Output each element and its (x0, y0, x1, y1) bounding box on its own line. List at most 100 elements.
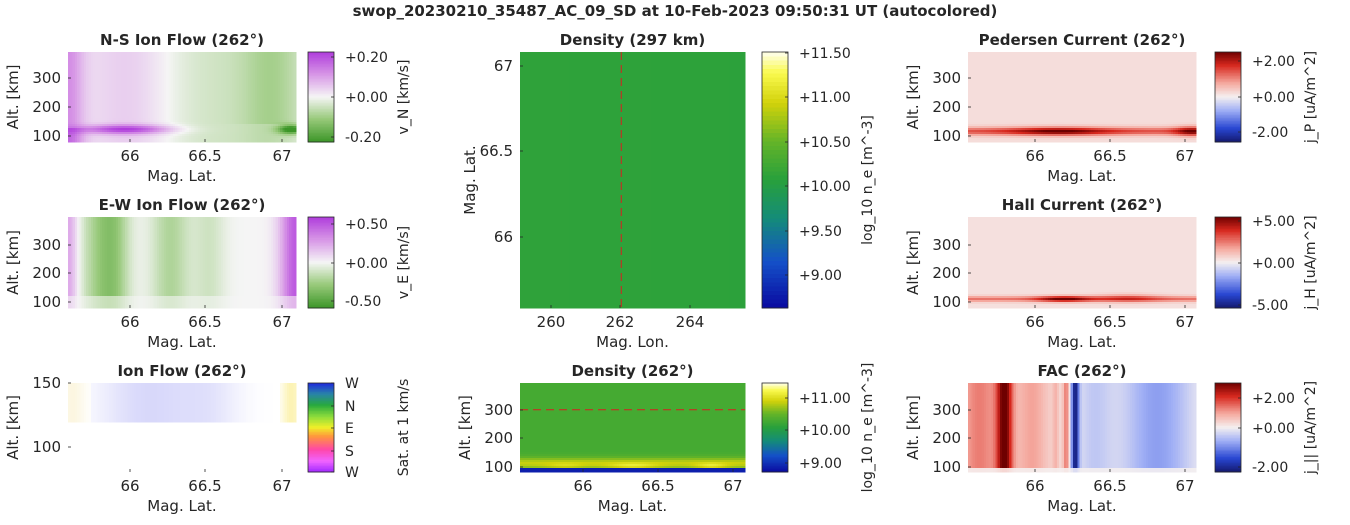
density-map-colorbar-tick: +9.50 (799, 224, 842, 240)
ns-ion-flow-ylabel: Alt. [km] (4, 65, 22, 130)
ew-ion-flow-xtick: 66 (120, 313, 139, 331)
density-map-colorbar-tick: +10.00 (799, 179, 851, 195)
hall-current-title: Hall Current (262°) (1002, 196, 1162, 214)
density-profile-heatmap (520, 383, 746, 473)
ns-ion-flow-xtick: 67 (272, 147, 291, 165)
pedersen-current-xtick: 67 (1175, 147, 1194, 165)
pedersen-current-title: Pedersen Current (262°) (979, 31, 1186, 49)
ns-ion-flow-colorbar-tick: +0.00 (345, 90, 388, 106)
density-profile-panel: Density (262°) 66 66.5 67 Mag. Lat. 100 200 300… (456, 362, 876, 515)
fac-colorbar: +2.00 +0.00 -2.00 j_|| [uA/m^2] (1214, 381, 1319, 476)
density-profile-ylabel: Alt. [km] (456, 395, 474, 460)
ion-flow-xtick: 66.5 (188, 477, 221, 495)
ns-ion-flow-xtick: 66.5 (188, 147, 221, 165)
ns-ion-flow-colorbar-tick: -0.20 (345, 130, 381, 146)
fac-title: FAC (262°) (1038, 362, 1127, 380)
pedersen-current-colorbar-tick: +0.00 (1252, 90, 1295, 106)
density-map-ylabel: Mag. Lat. (461, 145, 479, 214)
ns-ion-flow-xtick: 66 (120, 147, 139, 165)
ew-ion-flow-xtick: 67 (272, 313, 291, 331)
density-map-colorbar-tick: +11.50 (799, 46, 851, 62)
ion-flow-colorbar-tick: N (345, 399, 355, 415)
density-map-colorbar-label: log_10 n_e [m^-3] (860, 115, 876, 245)
density-profile-ytick: 100 (484, 458, 513, 476)
hall-current-ytick: 200 (932, 264, 961, 282)
density-map-colorbar-tick: +10.50 (799, 135, 851, 151)
ion-flow-panel: Ion Flow (262°) 66 66.5 67 Mag. Lat. 100 150 Al… (4, 362, 412, 515)
density-map-xtick: 264 (676, 313, 705, 331)
hall-current-panel: Hall Current (262°) 66 66.5 67 Mag. Lat. 100 2… (904, 196, 1319, 351)
fac-ytick: 100 (932, 458, 961, 476)
density-profile-xtick: 66.5 (641, 477, 674, 495)
ns-ion-flow-xlabel: Mag. Lat. (147, 167, 216, 185)
fac-panel: FAC (262°) 66 66.5 67 Mag. Lat. 100 200 300 Alt.… (904, 362, 1319, 515)
hall-current-colorbar: +5.00 +0.00 -5.00 j_H [uA/m^2] (1214, 214, 1319, 314)
fac-xtick: 67 (1175, 477, 1194, 495)
ion-flow-xlabel: Mag. Lat. (147, 497, 216, 515)
density-map-xlabel: Mag. Lon. (596, 333, 669, 351)
hall-current-colorbar-label: j_H [uA/m^2] (1303, 215, 1319, 310)
pedersen-current-ylabel: Alt. [km] (904, 65, 922, 130)
pedersen-current-heatmap (968, 52, 1197, 143)
ion-flow-colorbar-tick: S (345, 444, 354, 460)
ew-ion-flow-panel: E-W Ion Flow (262°) 66 66.5 67 Mag. Lat. 100 2… (4, 196, 412, 351)
hall-current-colorbar-tick: +5.00 (1252, 214, 1295, 230)
hall-current-colorbar-tick: +0.00 (1252, 256, 1295, 272)
fac-xtick: 66 (1025, 477, 1044, 495)
hall-current-xtick: 66.5 (1093, 313, 1126, 331)
density-map-heatmap (520, 52, 746, 309)
ew-ion-flow-colorbar: +0.50 +0.00 -0.50 v_E [km/s] (307, 216, 412, 310)
fac-ytick: 300 (932, 401, 961, 419)
ew-ion-flow-colorbar-tick: -0.50 (345, 294, 381, 310)
fac-ylabel: Alt. [km] (904, 395, 922, 460)
ion-flow-heatmap (68, 383, 297, 473)
pedersen-current-xlabel: Mag. Lat. (1047, 167, 1116, 185)
hall-current-xlabel: Mag. Lat. (1047, 333, 1116, 351)
pedersen-current-ytick: 200 (932, 98, 961, 116)
density-profile-colorbar-label: log_10 n_e [m^-3] (860, 363, 876, 493)
ns-ion-flow-ytick: 300 (32, 69, 61, 87)
density-profile-xtick: 66 (573, 477, 592, 495)
figure-title: swop_20230210_35487_AC_09_SD at 10-Feb-2… (0, 2, 1350, 20)
density-map-colorbar: +11.50 +11.00 +10.50 +10.00 +9.50 +9.00 log_10… (761, 46, 876, 309)
ew-ion-flow-ytick: 100 (32, 293, 61, 311)
ns-ion-flow-title: N-S Ion Flow (262°) (100, 31, 264, 49)
ew-ion-flow-ytick: 200 (32, 264, 61, 282)
ew-ion-flow-colorbar-tick: +0.00 (345, 256, 388, 272)
density-map-xtick: 262 (606, 313, 635, 331)
density-profile-colorbar: +11.00 +10.00 +9.00 log_10 n_e [m^-3] (761, 363, 876, 493)
density-map-colorbar-tick: +9.00 (799, 268, 842, 284)
hall-current-ytick: 100 (932, 293, 961, 311)
density-profile-ytick: 200 (484, 429, 513, 447)
ew-ion-flow-colorbar-label: v_E [km/s] (396, 226, 412, 299)
pedersen-current-colorbar-label: j_P [uA/m^2] (1303, 51, 1319, 144)
ns-ion-flow-ytick: 100 (32, 127, 61, 145)
hall-current-colorbar-tick: -5.00 (1252, 298, 1288, 314)
ion-flow-colorbar-label: Sat. at 1 km/s (396, 379, 412, 477)
pedersen-current-xtick: 66.5 (1093, 147, 1126, 165)
density-profile-colorbar-tick: +9.00 (799, 456, 842, 472)
pedersen-current-colorbar: +2.00 +0.00 -2.00 j_P [uA/m^2] (1214, 51, 1319, 144)
density-map-title: Density (297 km) (560, 31, 705, 49)
pedersen-current-ytick: 300 (932, 69, 961, 87)
density-map-xtick: 260 (537, 313, 566, 331)
density-map-panel: Density (297 km) 260 262 264 Mag. Lon. 66 66.5… (461, 31, 876, 351)
ew-ion-flow-xlabel: Mag. Lat. (147, 333, 216, 351)
fac-colorbar-tick: +0.00 (1252, 421, 1295, 437)
ion-flow-colorbar-tick: W (345, 376, 359, 392)
fac-heatmap (968, 383, 1197, 473)
ns-ion-flow-heatmap (68, 52, 297, 143)
fac-colorbar-label: j_|| [uA/m^2] (1303, 381, 1319, 475)
ion-flow-colorbar-tick: W (345, 465, 359, 481)
ew-ion-flow-xtick: 66.5 (188, 313, 221, 331)
density-map-ytick: 66.5 (480, 142, 513, 160)
ns-ion-flow-ytick: 200 (32, 98, 61, 116)
ion-flow-ylabel: Alt. [km] (4, 395, 22, 460)
pedersen-current-panel: Pedersen Current (262°) 66 66.5 67 Mag. Lat.… (904, 31, 1319, 185)
ns-ion-flow-colorbar-tick: +0.20 (345, 50, 388, 66)
ew-ion-flow-ytick: 300 (32, 236, 61, 254)
ion-flow-colorbar-tick: E (345, 421, 354, 437)
pedersen-current-colorbar-tick: -2.00 (1252, 125, 1288, 141)
density-profile-title: Density (262°) (571, 362, 693, 380)
